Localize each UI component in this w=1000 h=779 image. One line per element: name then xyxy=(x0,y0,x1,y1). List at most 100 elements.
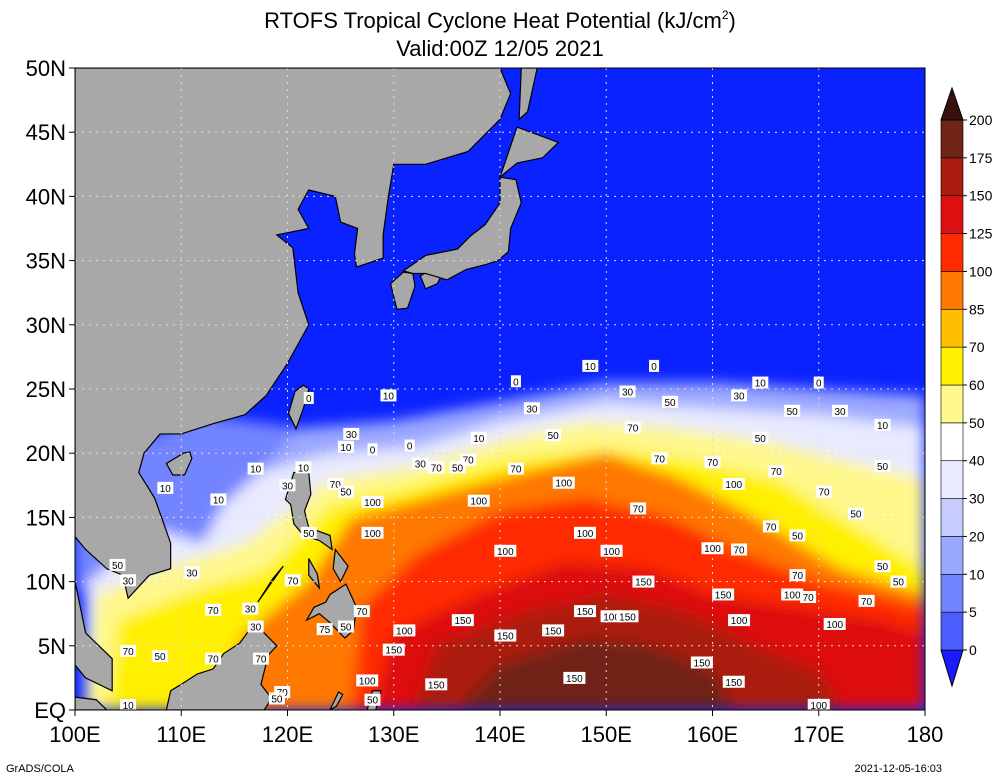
contour-label-box xyxy=(890,575,907,588)
contour-label-text: 150 xyxy=(635,578,652,589)
contour-label-text: 10 xyxy=(160,484,172,495)
contour-label-text: 0 xyxy=(651,362,657,373)
contour-label-box xyxy=(816,485,833,498)
contour-label: 150 xyxy=(425,678,448,691)
contour-label-box xyxy=(651,452,668,465)
contour-label: 50 xyxy=(337,485,354,499)
contour-label-box xyxy=(494,629,517,642)
contour-label-box xyxy=(552,476,575,489)
contour-label-text: 10 xyxy=(298,463,310,474)
contour-label: 70 xyxy=(858,594,875,608)
contour-label-text: 70 xyxy=(803,593,815,604)
contour-label-text: 50 xyxy=(367,696,379,707)
contour-label-text: 10 xyxy=(383,391,395,402)
contour-label: 30 xyxy=(731,389,748,402)
contour-label-text: 100 xyxy=(810,701,827,712)
contour-label: 50 xyxy=(449,461,466,474)
longitude-tick-label: 180 xyxy=(907,722,944,747)
latitude-tick-label: 5N xyxy=(38,634,66,659)
contour-label: 150 xyxy=(563,671,586,685)
contour-label-box xyxy=(252,652,269,665)
contour-label-box xyxy=(337,485,354,498)
contour-label: 10 xyxy=(752,376,769,390)
contour-label: 150 xyxy=(690,656,713,669)
contour-label-text: 100 xyxy=(396,626,413,637)
contour-label-box xyxy=(507,462,524,475)
contour-label-text: 30 xyxy=(123,576,135,587)
contour-label-text: 100 xyxy=(784,590,801,601)
contour-label-box xyxy=(701,542,724,555)
contour-label-box xyxy=(704,456,721,469)
contour-label: 150 xyxy=(382,643,405,657)
contour-label-box xyxy=(120,644,137,657)
land-taiwan xyxy=(287,384,310,431)
latitude-tick-label: 45N xyxy=(26,120,66,145)
contour-label-text: 70 xyxy=(255,655,267,666)
contour-label: 50 xyxy=(784,404,801,418)
contour-label: 70 xyxy=(428,461,445,474)
contour-label-text: 10 xyxy=(877,421,889,432)
contour-label: 70 xyxy=(789,569,806,582)
contour-label: 30 xyxy=(412,457,429,470)
colorbar-segment xyxy=(940,611,964,651)
land-panay xyxy=(308,558,321,591)
contour-label-box xyxy=(523,402,540,415)
contour-label-box xyxy=(768,465,785,478)
contour-label: 100 xyxy=(361,495,384,509)
contour-label-text: 100 xyxy=(497,547,514,558)
landmasses xyxy=(75,68,560,710)
contour-label-text: 50 xyxy=(340,623,352,634)
latitude-tick-label: 30N xyxy=(26,313,66,338)
contour-label-text: 50 xyxy=(877,562,889,573)
longitude-axis: 100E 110E 120E 130E 140E 150E 160E 170E 180 xyxy=(49,710,943,747)
contour-label-box xyxy=(157,481,174,494)
contour-label-box xyxy=(789,529,806,542)
contour-label-box xyxy=(120,574,137,587)
contour-label: 10 xyxy=(874,418,891,432)
contour-label: 100 xyxy=(494,544,517,558)
contour-label-text: 100 xyxy=(731,616,748,627)
contour-label: 50 xyxy=(890,575,907,589)
contour-label-text: 150 xyxy=(577,607,594,618)
contour-label-text: 30 xyxy=(186,569,198,580)
contour-label: 70 xyxy=(205,652,222,666)
contour-label: 30 xyxy=(242,602,259,616)
colorbar-label: 5 xyxy=(969,604,977,620)
contour-label-text: 30 xyxy=(834,407,846,418)
contour-label-box xyxy=(284,574,301,587)
contour-label-box xyxy=(393,624,416,637)
contour-label-text: 10 xyxy=(585,362,597,373)
contour-label-box xyxy=(582,359,599,372)
contour-label: 70 xyxy=(507,462,524,476)
contour-label-box xyxy=(467,494,490,507)
contour-label-box xyxy=(367,443,378,456)
contour-label: 150 xyxy=(494,629,517,643)
land-sulawesi-tip xyxy=(329,691,344,710)
latitude-tick-label: 35N xyxy=(26,249,66,274)
contour-label: 150 xyxy=(632,575,655,589)
colorbar-segment xyxy=(940,346,964,386)
contour-label-box xyxy=(690,656,713,669)
contour-label-box xyxy=(784,404,801,417)
land-hainan xyxy=(165,451,193,476)
colorbar-segment xyxy=(940,573,964,613)
contour-label-text: 100 xyxy=(603,612,620,623)
contour-label-text: 30 xyxy=(526,404,538,415)
contour-label: 50 xyxy=(268,692,285,705)
colorbar-label: 0 xyxy=(969,642,977,658)
contour-label-box xyxy=(120,698,137,710)
contour-label: 100 xyxy=(467,494,490,508)
contour-label-box xyxy=(337,440,354,453)
colorbar: 0 5 10 20 30 40 50 60 70 85 100 125 150 175 200 xyxy=(940,86,993,688)
contour-label: 70 xyxy=(731,543,748,557)
contour-label-box xyxy=(752,376,769,389)
colorbar-segment xyxy=(940,119,964,159)
contour-label: 150 xyxy=(574,605,596,618)
land-hokkaido xyxy=(498,126,560,179)
contour-label: 0 xyxy=(510,375,521,388)
contour-label: 70 xyxy=(651,452,668,465)
colorbar-segment xyxy=(940,195,964,234)
contour-label-box xyxy=(343,427,360,440)
land-sakhalin xyxy=(518,68,538,121)
